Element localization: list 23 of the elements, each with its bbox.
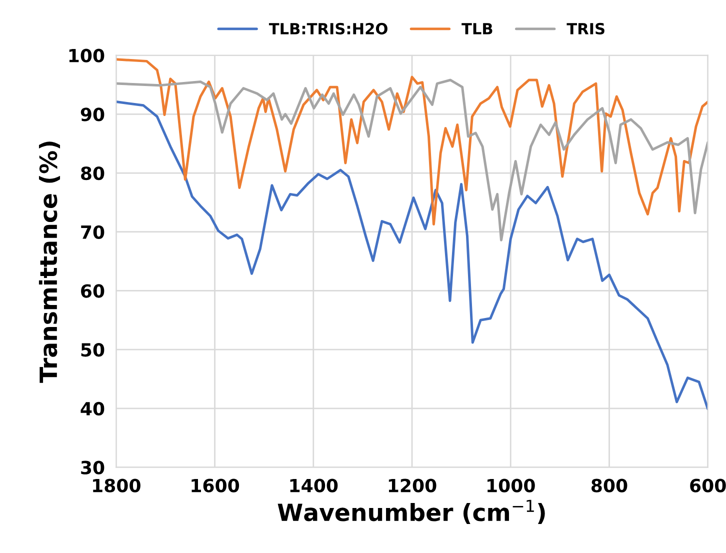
line-series <box>116 100 708 410</box>
x-tick-label: 800 <box>591 478 628 492</box>
x-tick-label: 1400 <box>290 478 338 492</box>
x-tick-label: 1000 <box>488 478 535 492</box>
x-tick-label: 1600 <box>192 478 240 492</box>
y-tick-label: 80 <box>81 166 104 180</box>
legend-label: TLB <box>462 23 492 34</box>
legend-label: TLB:TRIS:H2O <box>268 22 388 34</box>
line-series <box>116 78 708 242</box>
x-tick-label: 1800 <box>93 478 140 492</box>
y-axis-title: Transmittance (%) <box>38 142 60 383</box>
x-axis-title: Wavenumber (cm$^{−1}$) <box>278 500 545 524</box>
x-tick-label: 600 <box>690 478 726 492</box>
x-tick-label: 1200 <box>388 478 436 492</box>
legend-label: TRIS <box>566 22 604 34</box>
y-tick-label: 100 <box>69 48 104 62</box>
line-series <box>116 58 708 226</box>
y-tick-label: 90 <box>80 108 104 122</box>
y-tick-label: 60 <box>81 284 104 298</box>
y-tick-label: 40 <box>80 402 104 416</box>
y-tick-label: 70 <box>81 225 104 239</box>
y-tick-label: 50 <box>81 343 104 357</box>
y-tick-label: 30 <box>81 460 104 474</box>
